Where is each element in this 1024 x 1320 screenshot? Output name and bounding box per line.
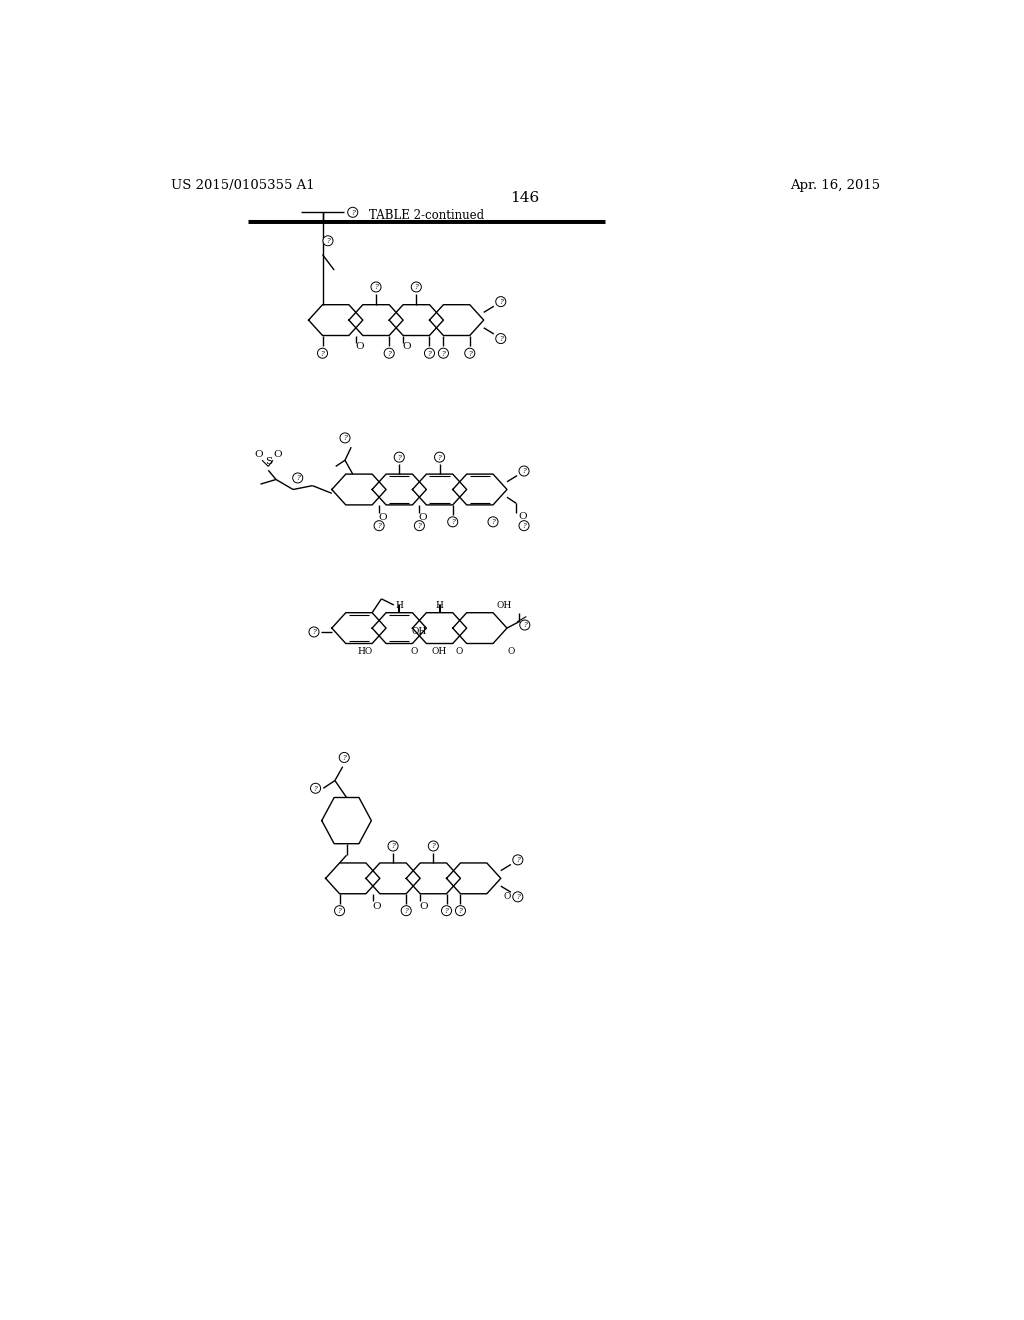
Text: TABLE 2-continued: TABLE 2-continued: [369, 209, 484, 222]
Circle shape: [519, 520, 529, 531]
Text: ?: ?: [387, 350, 391, 358]
Text: OH: OH: [432, 647, 447, 656]
Circle shape: [441, 906, 452, 916]
Text: ?: ?: [343, 434, 347, 442]
Text: ?: ?: [418, 523, 421, 531]
Circle shape: [424, 348, 434, 358]
Text: ?: ?: [441, 350, 445, 358]
Circle shape: [513, 855, 523, 865]
Text: H: H: [435, 602, 443, 610]
Circle shape: [438, 348, 449, 358]
Circle shape: [384, 348, 394, 358]
Text: Apr. 16, 2015: Apr. 16, 2015: [790, 180, 880, 193]
Circle shape: [412, 282, 421, 292]
Circle shape: [401, 906, 412, 916]
Text: ?: ?: [374, 284, 378, 292]
Text: ?: ?: [351, 209, 354, 216]
Text: O: O: [378, 512, 386, 521]
Text: S: S: [265, 457, 271, 466]
Text: ?: ?: [404, 907, 409, 915]
Text: ?: ?: [516, 857, 520, 865]
Circle shape: [456, 906, 466, 916]
Circle shape: [371, 282, 381, 292]
Circle shape: [428, 841, 438, 851]
Text: HO: HO: [357, 647, 373, 656]
Text: ?: ?: [437, 454, 441, 462]
Text: O: O: [355, 342, 365, 351]
Text: O: O: [503, 891, 511, 900]
Text: ?: ?: [391, 842, 395, 850]
Circle shape: [434, 453, 444, 462]
Text: ?: ?: [397, 454, 401, 462]
Text: O: O: [507, 647, 514, 656]
Circle shape: [310, 783, 321, 793]
Circle shape: [520, 620, 529, 630]
Text: OH: OH: [411, 627, 426, 636]
Text: ?: ?: [326, 238, 330, 246]
Circle shape: [519, 466, 529, 477]
Text: O: O: [518, 512, 526, 521]
Text: O: O: [254, 450, 262, 459]
Text: ?: ?: [321, 350, 325, 358]
Text: ?: ?: [516, 894, 520, 902]
Text: ?: ?: [312, 628, 315, 636]
Circle shape: [496, 297, 506, 306]
Text: ?: ?: [313, 784, 317, 792]
Text: ?: ?: [492, 519, 495, 527]
Text: ?: ?: [459, 907, 463, 915]
Text: 146: 146: [510, 191, 540, 205]
Text: ?: ?: [522, 523, 526, 531]
Text: O: O: [273, 450, 282, 459]
Text: ?: ?: [523, 622, 526, 630]
Circle shape: [340, 433, 350, 444]
Circle shape: [488, 517, 498, 527]
Text: ?: ?: [468, 350, 472, 358]
Circle shape: [465, 348, 475, 358]
Circle shape: [317, 348, 328, 358]
Text: ?: ?: [499, 298, 503, 306]
Text: ?: ?: [431, 842, 435, 850]
Circle shape: [323, 236, 333, 246]
Circle shape: [374, 520, 384, 531]
Text: ?: ?: [338, 907, 341, 915]
Circle shape: [496, 334, 506, 343]
Text: ?: ?: [377, 523, 381, 531]
Circle shape: [447, 517, 458, 527]
Circle shape: [394, 453, 404, 462]
Text: ?: ?: [444, 907, 449, 915]
Circle shape: [309, 627, 319, 638]
Circle shape: [513, 892, 523, 902]
Circle shape: [335, 906, 345, 916]
Text: ?: ?: [428, 350, 431, 358]
Text: ?: ?: [415, 284, 418, 292]
Text: ?: ?: [342, 754, 346, 762]
Text: ?: ?: [522, 467, 526, 475]
Circle shape: [415, 520, 424, 531]
Text: O: O: [402, 342, 412, 351]
Text: O: O: [411, 647, 418, 656]
Text: O: O: [373, 902, 381, 911]
Circle shape: [388, 841, 398, 851]
Circle shape: [293, 473, 303, 483]
Text: O: O: [418, 512, 427, 521]
Text: ?: ?: [451, 519, 455, 527]
Text: ?: ?: [296, 474, 300, 482]
Circle shape: [348, 207, 357, 218]
Text: O: O: [456, 647, 463, 656]
Text: O: O: [420, 902, 428, 911]
Text: OH: OH: [497, 601, 512, 610]
Text: US 2015/0105355 A1: US 2015/0105355 A1: [171, 180, 314, 193]
Text: ?: ?: [499, 335, 503, 343]
Circle shape: [339, 752, 349, 763]
Text: H: H: [395, 602, 403, 610]
